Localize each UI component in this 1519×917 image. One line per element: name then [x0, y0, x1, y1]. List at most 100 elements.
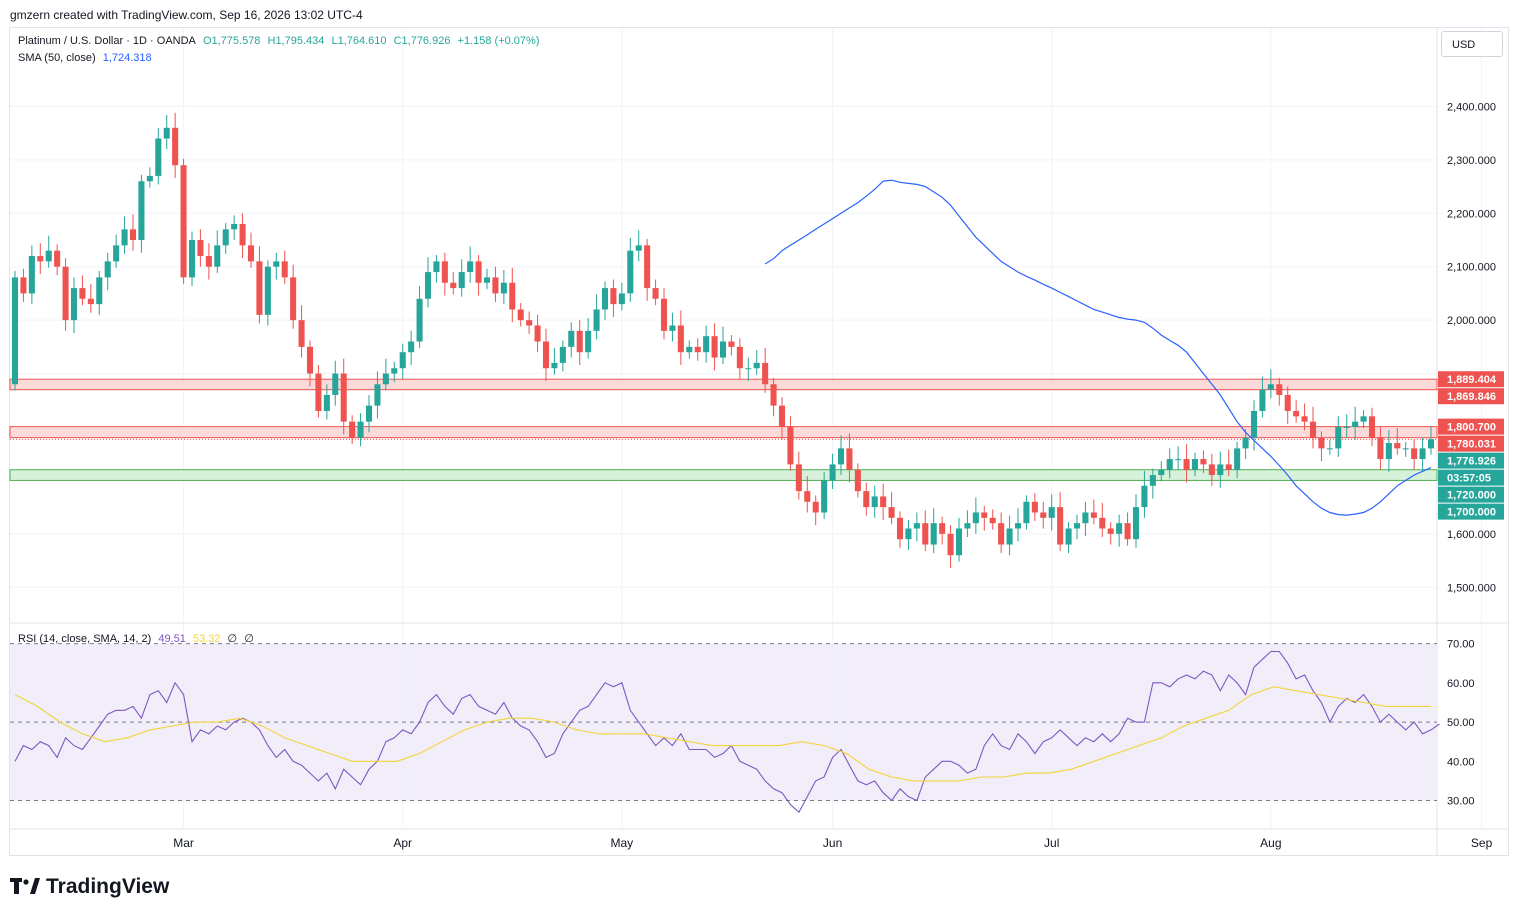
open-value: O1,775.578 — [202, 35, 261, 47]
candle-body — [475, 261, 482, 283]
candle-body — [172, 127, 179, 166]
candle-body — [374, 384, 381, 406]
candle-body — [37, 256, 44, 262]
candle — [1099, 502, 1106, 538]
candle-body — [821, 480, 828, 513]
candle — [1368, 407, 1376, 447]
candle-body — [551, 362, 558, 369]
candle-body — [635, 245, 642, 251]
time-tick-label: Sep — [1471, 836, 1493, 850]
candle — [475, 254, 482, 296]
candle-body — [677, 325, 684, 353]
candle-body — [1385, 443, 1392, 460]
candle — [155, 127, 162, 185]
candle — [576, 320, 583, 366]
price-tick-label: 1,600.000 — [1447, 529, 1496, 541]
sma-legend: SMA (50, close) 1,724.318 — [18, 52, 156, 64]
candle — [635, 230, 642, 262]
candle — [323, 384, 330, 420]
rsi-extra-1: ∅ — [227, 633, 238, 645]
candle-body — [686, 346, 693, 353]
candlestick-series — [11, 112, 1435, 569]
candle-body — [711, 336, 718, 358]
candle — [205, 243, 212, 280]
symbol-title: Platinum / U.S. Dollar · 1D · OANDA — [18, 35, 196, 47]
candle-body — [483, 277, 491, 283]
candle — [1057, 492, 1064, 551]
candle — [483, 268, 491, 290]
candle — [121, 216, 128, 254]
candle-body — [1073, 523, 1081, 529]
candle-body — [854, 469, 861, 492]
candle-body — [104, 261, 111, 278]
candle — [1234, 441, 1241, 479]
candle-body — [433, 261, 440, 273]
candle — [1301, 403, 1308, 431]
price-tag: 1,700.000 — [1438, 503, 1504, 520]
candle-body — [1040, 512, 1047, 518]
rsi-extra-2: ∅ — [244, 633, 254, 645]
candle-body — [391, 368, 398, 374]
candle — [1065, 522, 1072, 554]
candle — [70, 277, 78, 333]
candle-body — [349, 421, 356, 438]
candle-body — [998, 523, 1005, 545]
candle-body — [441, 261, 448, 283]
tradingview-logo-icon — [10, 875, 40, 899]
candle — [1200, 450, 1207, 473]
candle-body — [1141, 485, 1148, 508]
price-tag-background — [1438, 435, 1504, 452]
candle-body — [1225, 464, 1232, 470]
candle-body — [1014, 523, 1022, 529]
candle-body — [1259, 389, 1266, 411]
candle — [1309, 406, 1317, 449]
candle-body — [1048, 507, 1055, 518]
price-tag: 03:57:05 — [1438, 469, 1504, 486]
candle — [416, 285, 423, 348]
candle-body — [922, 523, 929, 545]
candle — [972, 497, 979, 534]
candle-body — [54, 250, 61, 267]
candle — [854, 463, 861, 498]
candle-body — [1377, 437, 1384, 460]
currency-button[interactable]: USD — [1441, 31, 1503, 57]
candle — [1149, 468, 1156, 499]
candle-body — [1175, 459, 1182, 461]
candle-body — [197, 240, 204, 257]
candle-body — [972, 512, 979, 524]
candle — [677, 310, 684, 366]
candle-body — [256, 261, 263, 315]
candle — [62, 258, 69, 331]
candle — [1048, 494, 1055, 531]
price-tick-label: 2,400.000 — [1447, 101, 1496, 113]
price-tick-label: 1,500.000 — [1447, 582, 1496, 594]
candle — [357, 413, 364, 447]
candle-body — [180, 165, 187, 278]
time-axis: Mar Apr May Jun Jul Aug Sep — [173, 836, 1492, 850]
price-tag: 1,889.404 — [1438, 371, 1504, 388]
candle — [231, 215, 238, 241]
candle-body — [652, 288, 659, 299]
candle — [610, 279, 617, 317]
candle-body — [273, 261, 280, 267]
candle-body — [399, 352, 406, 369]
candle — [660, 288, 668, 340]
candle-body — [770, 384, 777, 406]
candle — [981, 506, 988, 531]
tradingview-brand: TradingView — [46, 875, 170, 898]
candle-body — [163, 127, 170, 139]
time-tick-label: Jun — [823, 836, 842, 850]
candle — [947, 525, 954, 569]
chart-frame[interactable] — [9, 27, 1509, 856]
candle-body — [129, 229, 137, 241]
candle — [1208, 453, 1215, 486]
price-tag-background — [1438, 371, 1504, 388]
candle — [28, 245, 35, 305]
price-tag-background — [1438, 418, 1504, 435]
candle — [1360, 409, 1367, 429]
candle-body — [694, 346, 701, 353]
candle — [1242, 429, 1249, 460]
candle — [281, 250, 288, 284]
candle — [264, 260, 271, 326]
